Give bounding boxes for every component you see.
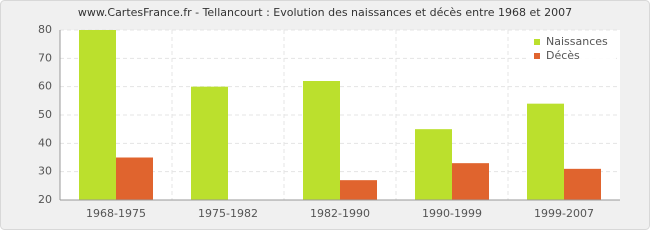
bar <box>340 180 377 200</box>
bar <box>116 157 153 200</box>
y-tick-label: 30 <box>38 165 52 178</box>
legend-label: Décès <box>546 49 580 62</box>
y-tick-label: 50 <box>38 108 52 121</box>
y-tick-label: 20 <box>38 193 52 206</box>
y-tick-label: 40 <box>38 136 52 149</box>
x-tick-label: 1982-1990 <box>310 207 370 220</box>
y-tick-label: 60 <box>38 80 52 93</box>
x-tick-label: 1968-1975 <box>86 207 146 220</box>
bar <box>564 168 601 200</box>
bar <box>303 81 340 200</box>
legend-label: Naissances <box>546 35 608 48</box>
bar <box>527 103 564 200</box>
x-tick-label: 1990-1999 <box>422 207 482 220</box>
legend-box <box>526 32 616 72</box>
y-tick-label: 80 <box>38 23 52 36</box>
bar <box>415 129 452 200</box>
legend-swatch <box>534 39 540 45</box>
legend-swatch <box>534 53 540 59</box>
bar <box>452 163 489 200</box>
chart-title: www.CartesFrance.fr - Tellancourt : Evol… <box>78 6 572 19</box>
bar <box>79 30 116 200</box>
x-tick-label: 1999-2007 <box>534 207 594 220</box>
x-tick-label: 1975-1982 <box>198 207 258 220</box>
chart: www.CartesFrance.fr - Tellancourt : Evol… <box>0 0 650 230</box>
y-tick-label: 70 <box>38 51 52 64</box>
bar <box>191 86 228 200</box>
